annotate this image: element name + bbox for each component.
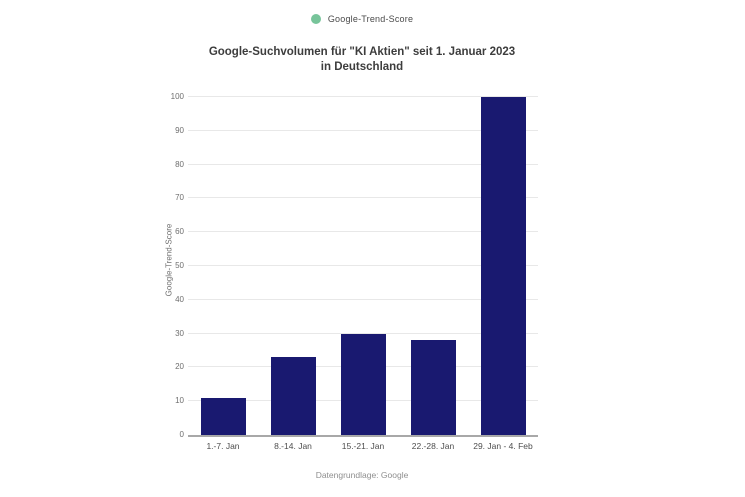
legend-dot-icon (310, 14, 321, 24)
x-tick-label: 15.-21. Jan (341, 441, 385, 451)
gridline-70 (188, 197, 538, 199)
y-tick-label-0: 0 (179, 430, 184, 439)
legend: Google-Trend-Score (0, 11, 724, 27)
bar-band (328, 97, 398, 435)
x-tick-label: 22.-28. Jan (411, 441, 455, 451)
plot-area (188, 96, 538, 437)
x-tick-label: 29. Jan - 4. Feb (473, 441, 533, 451)
y-tick-label-70: 70 (175, 193, 184, 203)
y-tick-label-50: 50 (175, 261, 184, 270)
gridline-90 (188, 129, 538, 131)
gridline-80 (188, 163, 538, 165)
gridline-40 (188, 298, 538, 300)
bar-band (188, 97, 258, 435)
chart-title-line2: in Deutschland (320, 61, 404, 73)
y-tick-label-10: 10 (175, 396, 184, 406)
y-tick-label-20: 20 (175, 362, 184, 372)
y-tick-label-90: 90 (175, 125, 184, 135)
chart-title-line1: Google-Suchvolumen für "KI Aktien" seit … (208, 46, 516, 58)
y-tick-label-40: 40 (175, 294, 184, 304)
legend-label: Google-Trend-Score (327, 14, 414, 24)
bar-15.-21. Jan (340, 333, 386, 435)
gridline-100 (188, 96, 538, 97)
y-tick-label-30: 30 (175, 328, 184, 338)
chart-title: Google-Suchvolumen für "KI Aktien" seit … (0, 45, 724, 75)
bar-8.-14. Jan (270, 357, 316, 435)
x-tick-label: 8.-14. Jan (274, 441, 312, 451)
bar-band (468, 97, 538, 435)
x-tick-label: 1.-7. Jan (206, 441, 240, 451)
y-tick-label-80: 80 (175, 159, 184, 169)
gridline-30 (188, 332, 538, 334)
bar-29. Jan - 4. Feb (480, 97, 526, 435)
gridline-60 (188, 231, 538, 233)
bar-band (398, 97, 468, 435)
footer-note: Datengrundlage: Google (315, 470, 409, 480)
y-tick-label-100: 100 (170, 92, 184, 101)
bar-1.-7. Jan (200, 397, 246, 435)
bar-band (258, 97, 328, 435)
bar-22.-28. Jan (410, 340, 456, 435)
gridline-50 (188, 265, 538, 266)
y-tick-label-60: 60 (175, 227, 184, 237)
